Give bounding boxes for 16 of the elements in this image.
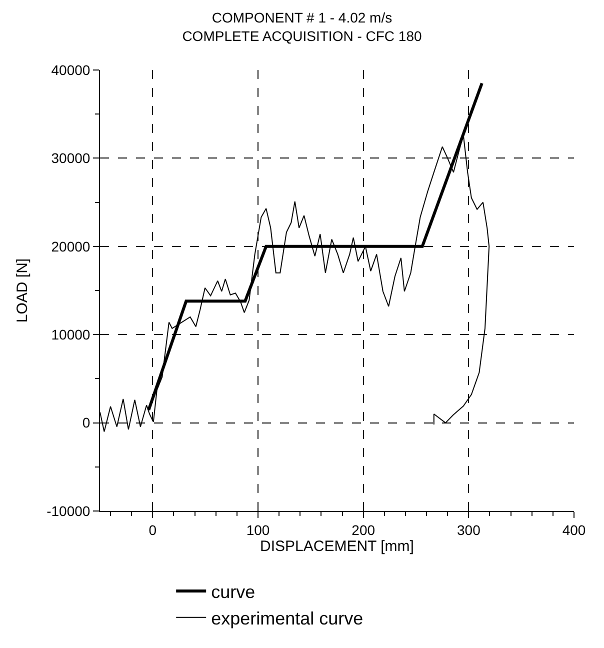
x-tick-label: 300 [456,522,481,538]
x-tick-label: 0 [148,522,157,538]
x-tick-label: 100 [246,522,270,538]
y-tick-label: 20000 [51,238,90,254]
legend-label: experimental curve [211,608,364,628]
legend-label: curve [211,582,256,602]
y-tick-label: 0 [82,414,90,431]
x-axis-title: DISPLACEMENT [mm] [260,538,414,555]
chart-title: COMPONENT # 1 - 4.02 m/s COMPLETE ACQUISITION - CFC 180 [182,10,422,44]
x-tick-label: 200 [352,522,376,538]
x-tick-label: 400 [562,522,586,538]
y-tick-label: -10000 [46,502,90,519]
y-tick-label: 30000 [51,150,90,166]
y-tick-label: 10000 [51,326,90,342]
y-tick-label: 40000 [51,62,90,78]
y-axis-title: LOAD [N] [14,258,31,323]
